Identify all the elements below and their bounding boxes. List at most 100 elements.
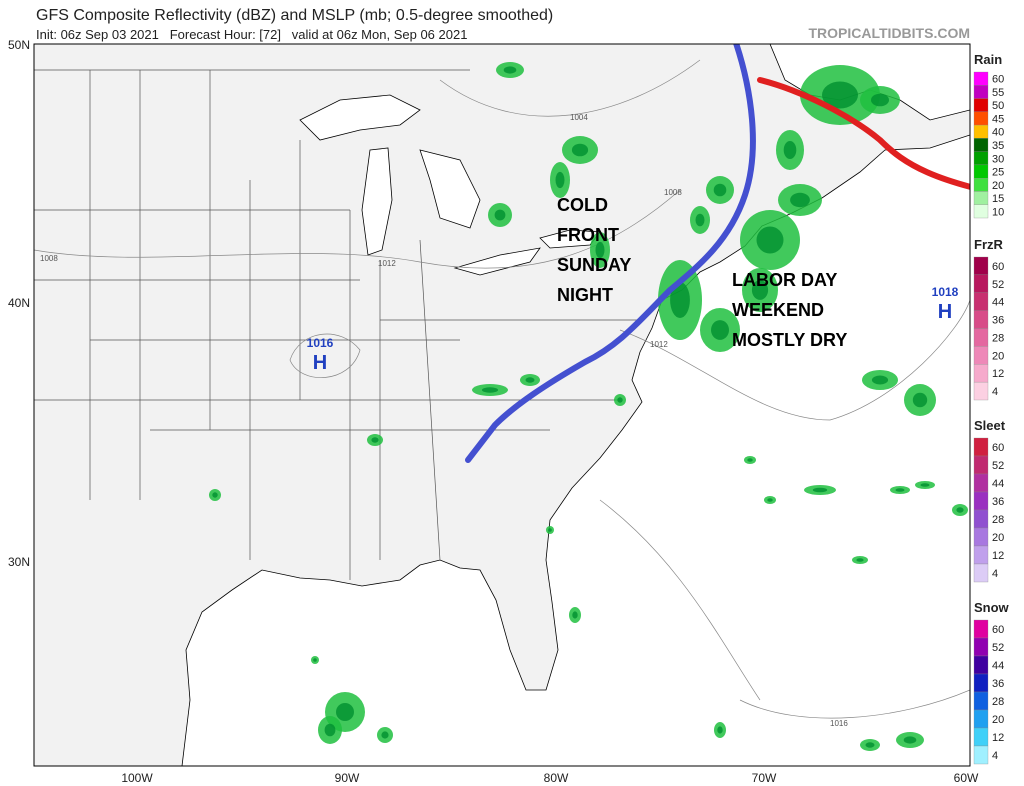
legend-swatch	[973, 85, 989, 99]
precip-core	[595, 241, 605, 259]
precip-core	[548, 528, 552, 532]
legend-label: 30	[992, 153, 1004, 165]
precip-core	[711, 320, 729, 340]
legend-swatch	[973, 124, 989, 139]
isobar-label: 1012	[378, 259, 396, 268]
high-symbol: H	[313, 352, 327, 374]
precip-core	[503, 66, 517, 74]
isobar-label: 1012	[650, 340, 668, 349]
annotation-text: NIGHT	[557, 285, 613, 305]
warm-front	[757, 77, 970, 190]
annotations: COLD FRONT SUNDAY NIGHT LABOR DAY WEEKEND MOST…	[557, 195, 847, 350]
precip-core	[525, 377, 535, 383]
lat-label: 40N	[8, 296, 30, 310]
annotation-text: SUNDAY	[557, 255, 631, 275]
legend-label: 44	[992, 297, 1004, 309]
precip-core	[903, 736, 917, 744]
legend-swatch	[973, 455, 989, 475]
legend-label: 15	[992, 193, 1004, 205]
precip-core	[494, 209, 506, 221]
legend-label: 12	[992, 732, 1004, 744]
legend-label: 28	[992, 332, 1004, 344]
legend-label: 44	[992, 478, 1004, 490]
legend-swatch	[973, 745, 989, 765]
precip-core	[895, 488, 905, 492]
legend: Rain6055504540353025201510FrzR6052443628…	[973, 52, 1010, 765]
legend-label: 10	[992, 206, 1004, 218]
legend-label: 28	[992, 696, 1004, 708]
legend-label: 4	[992, 386, 998, 398]
legend-label: 25	[992, 167, 1004, 179]
legend-label: 52	[992, 642, 1004, 654]
legend-swatch	[973, 527, 989, 547]
legend-label: 20	[992, 180, 1004, 192]
legend-swatch	[973, 709, 989, 729]
legend-swatch	[973, 673, 989, 693]
precip-core	[481, 387, 499, 393]
legend-label: 44	[992, 660, 1004, 672]
high-symbol: H	[938, 301, 952, 323]
lon-label: 60W	[954, 771, 979, 785]
isobar-label: 1008	[40, 254, 58, 263]
legend-label: 60	[992, 442, 1004, 454]
legend-swatch	[973, 98, 989, 112]
lon-label: 100W	[121, 771, 153, 785]
map	[34, 44, 970, 766]
lake	[419, 149, 481, 229]
legend-swatch	[973, 164, 989, 179]
precip-core	[756, 226, 784, 254]
precip-core	[381, 731, 389, 739]
legend-label: 52	[992, 460, 1004, 472]
precip-core	[871, 375, 889, 385]
precip-core	[371, 437, 379, 443]
lat-label: 30N	[8, 555, 30, 569]
legend-label: 20	[992, 714, 1004, 726]
annotation-text: FRONT	[557, 225, 619, 245]
legend-label: 20	[992, 532, 1004, 544]
precip-core	[871, 93, 889, 107]
legend-label: 36	[992, 678, 1004, 690]
precipitation	[209, 62, 968, 751]
precip-core	[956, 507, 964, 513]
legend-label: 36	[992, 496, 1004, 508]
legend-swatch	[973, 178, 989, 192]
legend-label: 20	[992, 350, 1004, 362]
legend-label: 45	[992, 113, 1004, 125]
legend-title: Snow	[974, 600, 1010, 615]
precip-core	[920, 483, 930, 487]
legend-label: 55	[992, 87, 1004, 99]
lon-label: 70W	[752, 771, 777, 785]
credit: TROPICALTIDBITS.COM	[808, 25, 970, 41]
precip-core	[572, 611, 578, 619]
legend-title: Sleet	[974, 418, 1006, 433]
precip-core	[212, 492, 218, 498]
legend-swatch	[973, 310, 989, 329]
legend-swatch	[973, 491, 989, 511]
cold-front	[465, 44, 756, 463]
high-pressure: 1018	[932, 285, 959, 299]
legend-swatch	[973, 545, 989, 565]
legend-swatch	[973, 138, 989, 152]
legend-swatch	[973, 292, 989, 311]
legend-label: 4	[992, 750, 998, 762]
annotation-text: WEEKEND	[732, 300, 824, 320]
precip-core	[812, 487, 828, 493]
precip-core	[751, 280, 769, 300]
lon-label: 80W	[544, 771, 569, 785]
precip-core	[713, 183, 727, 197]
legend-label: 28	[992, 514, 1004, 526]
state-borders	[34, 69, 640, 580]
annotation-text: LABOR DAY	[732, 270, 837, 290]
legend-swatch	[973, 637, 989, 657]
precip-core	[670, 282, 690, 318]
legend-swatch	[973, 619, 989, 639]
legend-swatch	[973, 274, 989, 293]
legend-label: 12	[992, 550, 1004, 562]
isobar-label: 1016	[830, 719, 848, 728]
legend-label: 36	[992, 315, 1004, 327]
precip-core	[336, 703, 354, 721]
legend-swatch	[973, 71, 989, 86]
lat-label: 50N	[8, 38, 30, 52]
precip-core	[571, 143, 589, 157]
